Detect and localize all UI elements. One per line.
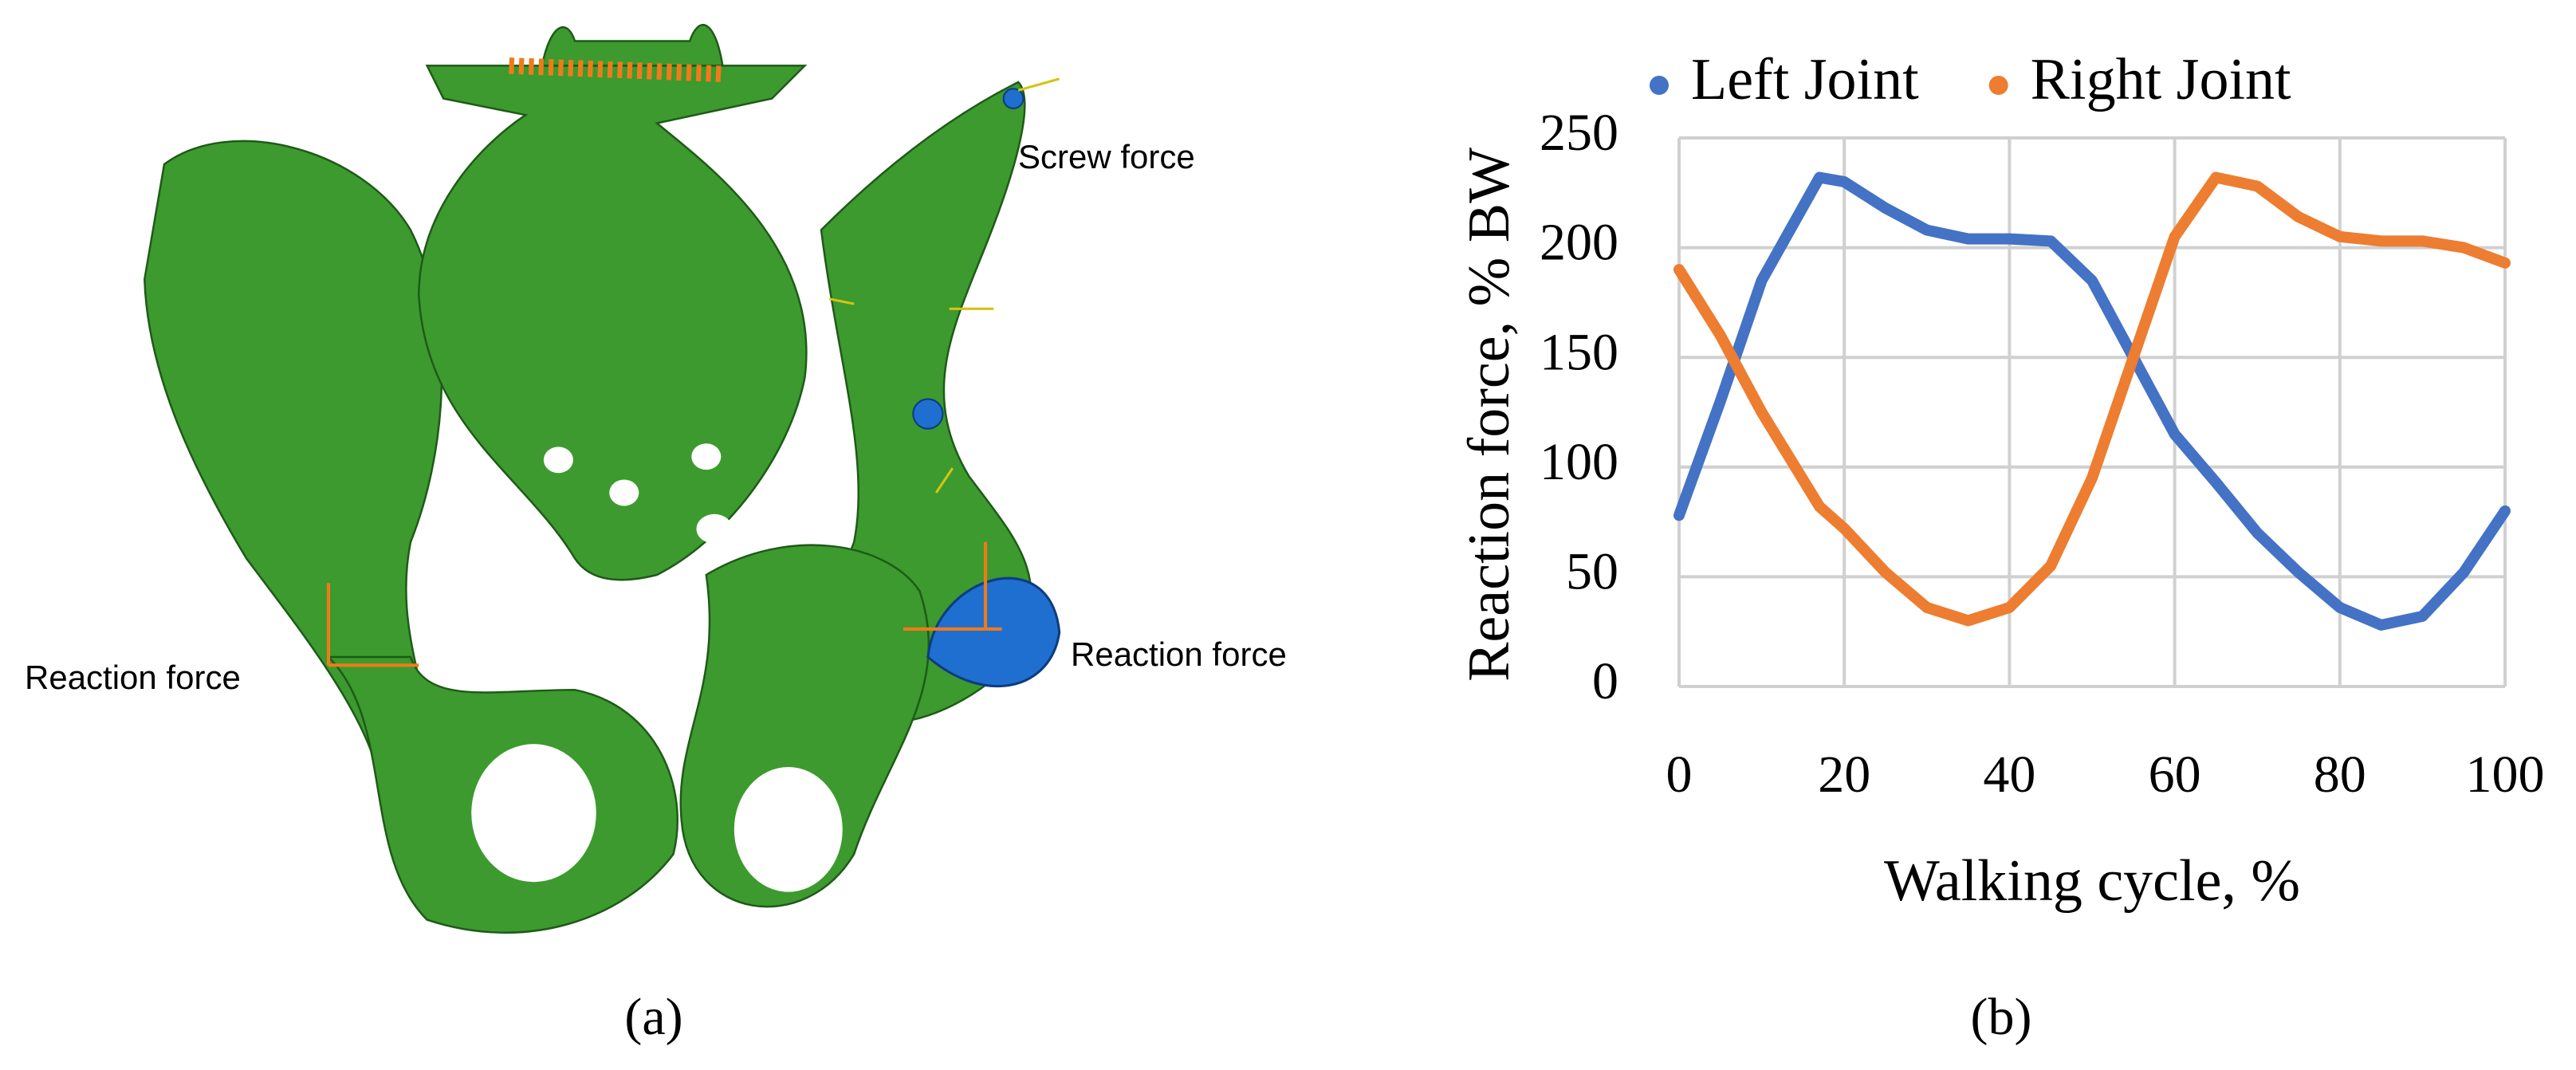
y-tick-label: 200 (1540, 214, 1618, 272)
x-tick-label: 60 (2149, 745, 2201, 804)
series-line (1673, 171, 2511, 631)
y-tick-label: 0 (1592, 652, 1618, 710)
legend-label: Left Joint (1691, 47, 1919, 112)
y-tick-label: 150 (1540, 323, 1618, 381)
y-tick-label: 50 (1566, 543, 1618, 601)
x-tick-label: 40 (1983, 745, 2035, 804)
panel-caption: (b) (1971, 988, 2032, 1046)
panel-caption: (a) (624, 988, 682, 1046)
annotation: Reaction force (1071, 635, 1287, 673)
annotation: Reaction force (25, 659, 241, 696)
x-tick-label: 0 (1666, 745, 1693, 804)
legend-marker (1988, 76, 2008, 95)
y-axis-label: Reaction force, % BW (1457, 148, 1522, 682)
y-tick-label: 100 (1540, 433, 1618, 491)
annotation: Screw force (1018, 138, 1195, 175)
x-tick-label: 80 (2314, 745, 2366, 804)
x-axis-label: Walking cycle, % (1884, 848, 2300, 914)
y-tick-label: 250 (1540, 104, 1618, 162)
legend-marker (1650, 76, 1669, 95)
x-tick-label: 20 (1818, 745, 1870, 804)
pelvis-render (144, 24, 1061, 934)
x-tick-label: 100 (2466, 745, 2545, 804)
legend-label: Right Joint (2031, 47, 2291, 112)
series-line (1673, 171, 2511, 627)
